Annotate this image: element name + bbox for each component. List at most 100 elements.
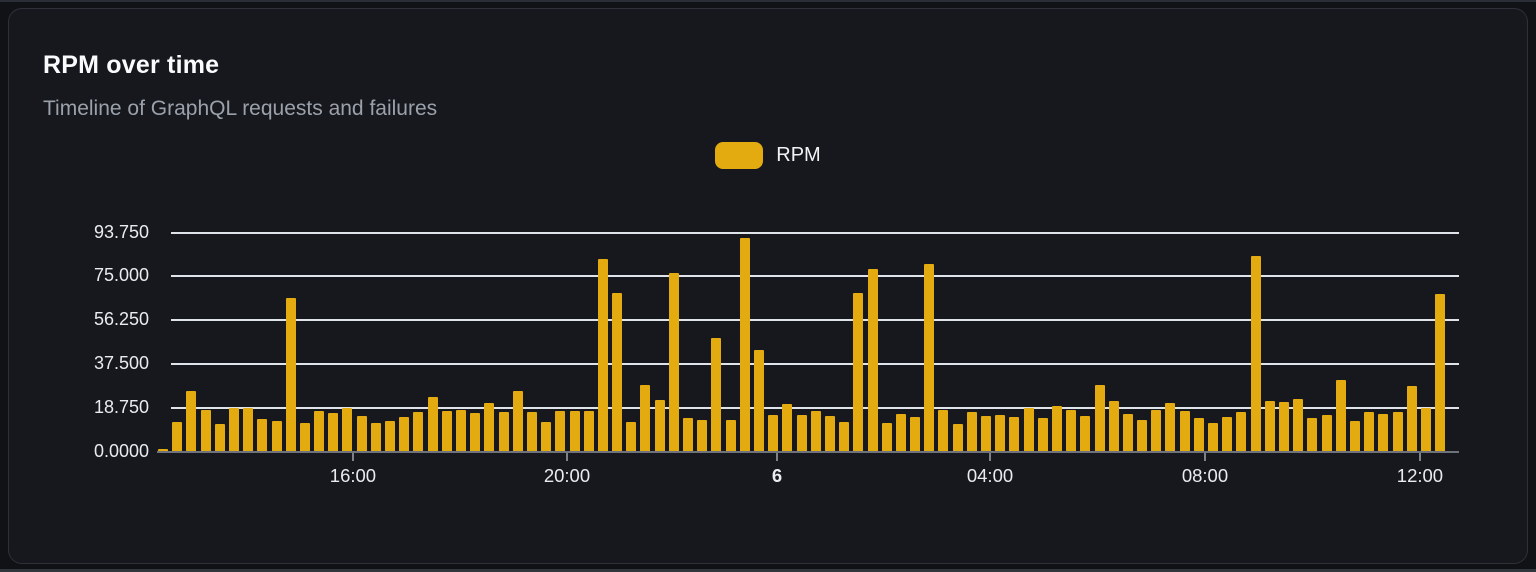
bar[interactable] — [1279, 401, 1289, 452]
bar[interactable] — [413, 412, 424, 452]
bar[interactable] — [214, 423, 225, 452]
y-axis-label: 75.000 — [93, 265, 149, 286]
bar[interactable] — [981, 415, 992, 452]
bar[interactable] — [810, 410, 821, 452]
bar[interactable] — [1179, 410, 1190, 452]
bar[interactable] — [612, 293, 623, 452]
bar[interactable] — [924, 264, 935, 452]
bar[interactable] — [512, 390, 523, 452]
bar[interactable] — [938, 409, 949, 452]
x-axis-label: 08:00 — [1181, 465, 1229, 486]
bar[interactable] — [172, 421, 183, 452]
bar[interactable] — [1165, 403, 1176, 452]
bar[interactable] — [1293, 399, 1304, 452]
bar[interactable] — [1307, 418, 1318, 452]
bar[interactable] — [1364, 411, 1375, 452]
bar[interactable] — [328, 413, 339, 452]
bar[interactable] — [640, 384, 651, 452]
x-axis-tick — [1418, 452, 1421, 461]
legend-swatch-rpm[interactable] — [715, 141, 764, 169]
bar[interactable] — [1321, 414, 1332, 452]
bar[interactable] — [1080, 416, 1091, 452]
bar[interactable] — [370, 422, 381, 452]
bar[interactable] — [796, 415, 807, 452]
bar[interactable] — [399, 417, 410, 452]
bar[interactable] — [626, 422, 637, 452]
bar[interactable] — [243, 408, 254, 452]
bar[interactable] — [441, 411, 452, 452]
bar[interactable] — [753, 350, 764, 452]
bar[interactable] — [498, 412, 509, 452]
bar[interactable] — [1094, 384, 1105, 452]
bar[interactable] — [158, 448, 168, 452]
bar[interactable] — [285, 297, 296, 452]
bar[interactable] — [1208, 422, 1219, 452]
bar[interactable] — [1051, 406, 1062, 452]
bar[interactable] — [1236, 412, 1247, 452]
bar[interactable] — [1435, 294, 1446, 452]
bar[interactable] — [683, 418, 694, 452]
bar[interactable] — [867, 269, 878, 452]
bar[interactable] — [1037, 418, 1048, 452]
bar[interactable] — [895, 414, 906, 452]
bar[interactable] — [1222, 417, 1233, 452]
bar[interactable] — [1349, 421, 1360, 452]
bar[interactable] — [1378, 414, 1389, 452]
bar[interactable] — [768, 415, 779, 452]
bar[interactable] — [299, 422, 310, 452]
x-axis-tick — [1203, 452, 1206, 461]
x-axis-label: 04:00 — [966, 465, 1014, 486]
bar[interactable] — [1122, 414, 1133, 452]
bar[interactable] — [342, 407, 353, 452]
bar[interactable] — [1406, 386, 1417, 452]
bar[interactable] — [910, 416, 921, 452]
bar[interactable] — [697, 419, 708, 452]
bar[interactable] — [881, 422, 892, 452]
bar[interactable] — [1023, 408, 1034, 452]
bar[interactable] — [711, 338, 722, 452]
bar[interactable] — [1392, 412, 1403, 452]
bar[interactable] — [271, 420, 282, 452]
gridline — [171, 275, 1459, 278]
bar[interactable] — [314, 411, 325, 452]
bar[interactable] — [654, 400, 665, 452]
bar[interactable] — [228, 408, 239, 452]
bar[interactable] — [583, 411, 594, 452]
bar[interactable] — [1264, 400, 1275, 452]
y-axis-label: 56.250 — [93, 309, 149, 330]
bar[interactable] — [782, 404, 793, 452]
bar[interactable] — [257, 419, 268, 452]
bar[interactable] — [966, 411, 977, 452]
bar[interactable] — [1108, 400, 1119, 452]
bar[interactable] — [470, 412, 481, 452]
bar[interactable] — [824, 416, 835, 452]
bar[interactable] — [455, 410, 466, 452]
bar[interactable] — [1151, 410, 1162, 452]
bar[interactable] — [952, 423, 963, 452]
bar[interactable] — [385, 421, 396, 452]
bar[interactable] — [200, 409, 211, 452]
bar[interactable] — [725, 419, 736, 452]
bar[interactable] — [1009, 416, 1020, 452]
bar[interactable] — [1193, 418, 1204, 452]
bar[interactable] — [555, 410, 566, 452]
bar[interactable] — [356, 415, 367, 452]
bar[interactable] — [1335, 380, 1346, 452]
bar[interactable] — [541, 421, 552, 452]
bar[interactable] — [569, 410, 580, 452]
bar[interactable] — [1420, 408, 1431, 452]
bar[interactable] — [1137, 419, 1148, 452]
bar[interactable] — [526, 412, 537, 452]
bar[interactable] — [839, 421, 850, 452]
bar[interactable] — [427, 396, 438, 452]
bar[interactable] — [739, 238, 750, 452]
bar[interactable] — [853, 293, 864, 452]
bar[interactable] — [1250, 255, 1261, 452]
x-axis-tick — [565, 452, 568, 461]
bar[interactable] — [186, 391, 197, 452]
bar[interactable] — [484, 403, 495, 452]
bar[interactable] — [995, 414, 1006, 452]
bar[interactable] — [668, 272, 679, 452]
bar[interactable] — [597, 259, 608, 452]
bar[interactable] — [1066, 409, 1077, 452]
